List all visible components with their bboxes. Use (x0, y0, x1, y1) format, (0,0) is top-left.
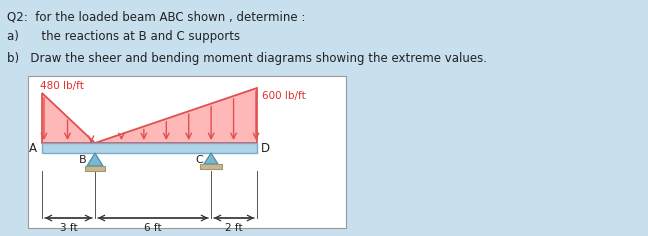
Text: 2 ft: 2 ft (226, 223, 243, 233)
Text: 3 ft: 3 ft (60, 223, 77, 233)
Text: a)      the reactions at B and C supports: a) the reactions at B and C supports (7, 30, 240, 43)
Bar (42, 143, 257, 153)
Text: 600 lb/ft: 600 lb/ft (262, 91, 306, 101)
Text: 6 ft: 6 ft (145, 223, 162, 233)
Polygon shape (87, 153, 103, 166)
Text: D: D (261, 142, 270, 155)
Bar (28, 76, 346, 228)
Polygon shape (42, 88, 257, 143)
Text: 480 lb/ft: 480 lb/ft (40, 81, 84, 91)
Bar (85, 166, 105, 171)
Polygon shape (204, 153, 218, 164)
Bar (200, 164, 222, 169)
Text: A: A (29, 142, 37, 155)
Text: b)   Draw the sheer and bending moment diagrams showing the extreme values.: b) Draw the sheer and bending moment dia… (7, 52, 487, 65)
Text: Q2:  for the loaded beam ABC shown , determine :: Q2: for the loaded beam ABC shown , dete… (7, 10, 305, 23)
Text: C: C (195, 155, 203, 165)
Text: B: B (79, 155, 87, 165)
